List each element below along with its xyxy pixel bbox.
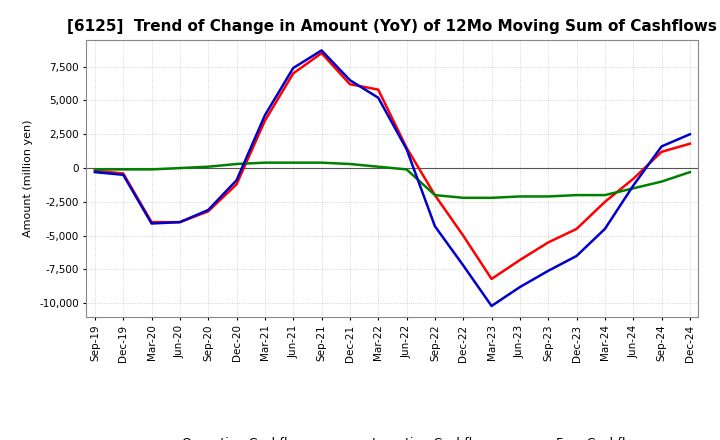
Operating Cashflow	[374, 87, 382, 92]
Investing Cashflow	[487, 195, 496, 201]
Free Cashflow	[516, 284, 524, 290]
Line: Investing Cashflow: Investing Cashflow	[95, 163, 690, 198]
Free Cashflow	[233, 178, 241, 183]
Line: Free Cashflow: Free Cashflow	[95, 51, 690, 306]
Free Cashflow	[261, 113, 269, 118]
Operating Cashflow	[516, 257, 524, 263]
Free Cashflow	[374, 95, 382, 100]
Free Cashflow	[176, 220, 184, 225]
Investing Cashflow	[685, 169, 694, 175]
Free Cashflow	[544, 268, 552, 274]
Investing Cashflow	[176, 165, 184, 171]
Operating Cashflow	[572, 226, 581, 231]
Free Cashflow	[204, 207, 212, 213]
Legend: Operating Cashflow, Investing Cashflow, Free Cashflow: Operating Cashflow, Investing Cashflow, …	[136, 432, 649, 440]
Free Cashflow	[318, 48, 326, 53]
Free Cashflow	[431, 224, 439, 229]
Investing Cashflow	[572, 192, 581, 198]
Investing Cashflow	[431, 192, 439, 198]
Operating Cashflow	[459, 233, 467, 238]
Operating Cashflow	[289, 71, 297, 76]
Investing Cashflow	[600, 192, 609, 198]
Operating Cashflow	[318, 51, 326, 56]
Investing Cashflow	[402, 167, 411, 172]
Investing Cashflow	[374, 164, 382, 169]
Operating Cashflow	[346, 81, 354, 87]
Operating Cashflow	[402, 145, 411, 150]
Operating Cashflow	[119, 171, 127, 176]
Investing Cashflow	[459, 195, 467, 201]
Operating Cashflow	[261, 118, 269, 123]
Investing Cashflow	[119, 167, 127, 172]
Investing Cashflow	[148, 167, 156, 172]
Investing Cashflow	[318, 160, 326, 165]
Free Cashflow	[572, 253, 581, 259]
Free Cashflow	[119, 172, 127, 177]
Operating Cashflow	[629, 176, 637, 182]
Operating Cashflow	[544, 240, 552, 245]
Operating Cashflow	[657, 149, 666, 154]
Investing Cashflow	[261, 160, 269, 165]
Investing Cashflow	[346, 161, 354, 167]
Free Cashflow	[459, 263, 467, 268]
Investing Cashflow	[657, 179, 666, 184]
Free Cashflow	[685, 132, 694, 137]
Investing Cashflow	[629, 186, 637, 191]
Operating Cashflow	[233, 182, 241, 187]
Free Cashflow	[600, 226, 609, 231]
Investing Cashflow	[91, 167, 99, 172]
Investing Cashflow	[204, 164, 212, 169]
Operating Cashflow	[91, 168, 99, 173]
Operating Cashflow	[600, 199, 609, 205]
Operating Cashflow	[176, 220, 184, 225]
Investing Cashflow	[516, 194, 524, 199]
Free Cashflow	[148, 221, 156, 226]
Investing Cashflow	[544, 194, 552, 199]
Y-axis label: Amount (million yen): Amount (million yen)	[24, 119, 33, 237]
Operating Cashflow	[148, 220, 156, 225]
Operating Cashflow	[685, 141, 694, 147]
Free Cashflow	[487, 303, 496, 308]
Free Cashflow	[657, 144, 666, 149]
Investing Cashflow	[233, 161, 241, 167]
Operating Cashflow	[431, 192, 439, 198]
Title: [6125]  Trend of Change in Amount (YoY) of 12Mo Moving Sum of Cashflows: [6125] Trend of Change in Amount (YoY) o…	[68, 19, 717, 34]
Line: Operating Cashflow: Operating Cashflow	[95, 53, 690, 279]
Free Cashflow	[629, 183, 637, 188]
Investing Cashflow	[289, 160, 297, 165]
Operating Cashflow	[487, 276, 496, 282]
Free Cashflow	[289, 66, 297, 71]
Operating Cashflow	[204, 209, 212, 214]
Free Cashflow	[346, 77, 354, 83]
Free Cashflow	[91, 169, 99, 175]
Free Cashflow	[402, 147, 411, 152]
